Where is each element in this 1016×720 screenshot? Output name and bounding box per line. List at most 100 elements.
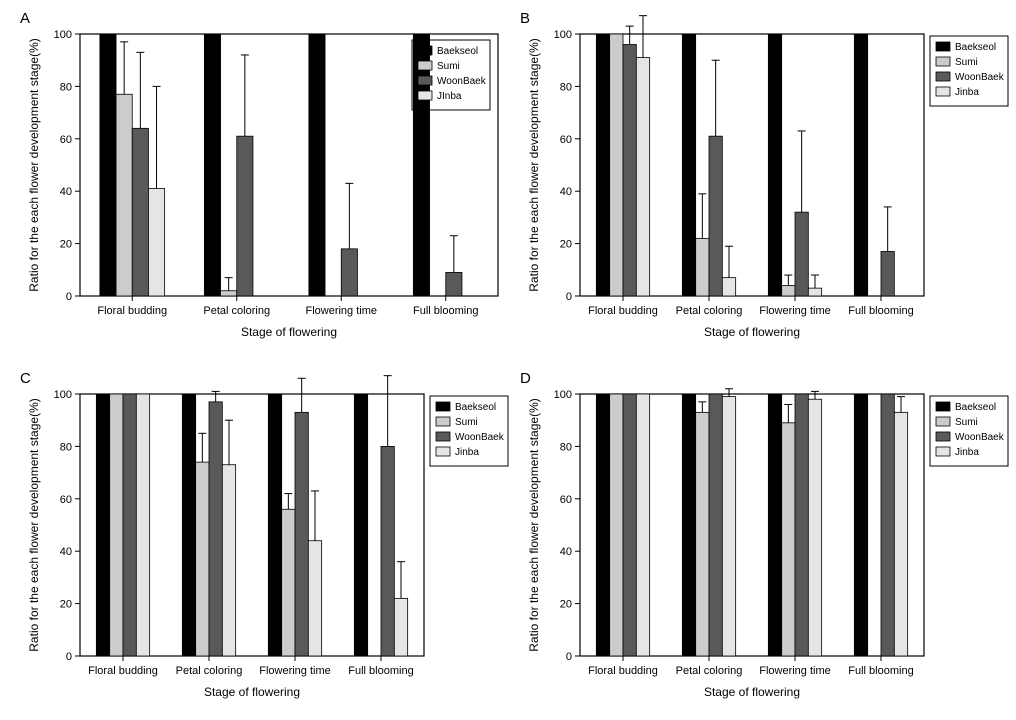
legend-swatch <box>936 57 950 66</box>
panel-b: B 020406080100Ratio for the each flower … <box>520 10 1010 350</box>
svg-text:0: 0 <box>566 291 572 303</box>
svg-text:60: 60 <box>560 134 572 146</box>
chart-a: 020406080100Ratio for the each flower de… <box>20 10 510 350</box>
bar <box>709 136 722 296</box>
legend-swatch <box>436 402 450 411</box>
svg-text:Full blooming: Full blooming <box>848 305 913 317</box>
svg-text:0: 0 <box>66 651 72 663</box>
legend-label: WoonBaek <box>955 72 1005 83</box>
legend-label: JInba <box>437 91 462 102</box>
bar <box>795 212 808 296</box>
legend-swatch <box>418 61 432 70</box>
svg-text:Petal coloring: Petal coloring <box>203 305 270 317</box>
svg-text:Ratio for the each flower deve: Ratio for the each flower development st… <box>527 398 541 651</box>
bar <box>110 394 123 656</box>
svg-text:Petal coloring: Petal coloring <box>676 305 743 317</box>
bar <box>854 394 867 656</box>
svg-text:Stage of flowering: Stage of flowering <box>704 685 800 699</box>
bar <box>282 509 295 656</box>
bar <box>623 394 636 656</box>
legend-swatch <box>936 402 950 411</box>
bar <box>881 394 894 656</box>
legend-label: Baekseol <box>955 42 996 53</box>
legend-swatch <box>936 432 950 441</box>
svg-text:40: 40 <box>60 186 72 198</box>
svg-text:0: 0 <box>66 291 72 303</box>
bar <box>808 288 821 296</box>
svg-text:0: 0 <box>566 651 572 663</box>
bar <box>636 58 649 296</box>
svg-text:40: 40 <box>560 186 572 198</box>
bar <box>610 394 623 656</box>
bar <box>341 249 357 296</box>
bar <box>722 278 735 296</box>
svg-text:Flowering time: Flowering time <box>305 305 377 317</box>
legend-label: Baekseol <box>437 46 478 57</box>
chart-c: 020406080100Ratio for the each flower de… <box>20 370 510 710</box>
bar <box>354 394 367 656</box>
bar <box>795 394 808 656</box>
legend-label: Baekseol <box>455 402 496 413</box>
svg-text:Petal coloring: Petal coloring <box>176 665 243 677</box>
svg-text:Full blooming: Full blooming <box>413 305 478 317</box>
legend-label: Sumi <box>455 417 478 428</box>
bar <box>894 412 907 656</box>
panel-c-label: C <box>20 370 31 387</box>
svg-text:Ratio for the each flower deve: Ratio for the each flower development st… <box>27 398 41 651</box>
bar <box>596 394 609 656</box>
bar <box>782 286 795 296</box>
bar <box>696 238 709 296</box>
bar <box>696 412 709 656</box>
svg-text:80: 80 <box>560 441 572 453</box>
bar <box>209 402 222 656</box>
svg-text:Stage of flowering: Stage of flowering <box>204 685 300 699</box>
bar <box>768 394 781 656</box>
svg-text:Full blooming: Full blooming <box>348 665 413 677</box>
svg-text:Stage of flowering: Stage of flowering <box>241 325 337 339</box>
bar <box>100 34 116 296</box>
chart-b: 020406080100Ratio for the each flower de… <box>520 10 1010 350</box>
svg-text:Flowering time: Flowering time <box>259 665 331 677</box>
svg-text:20: 20 <box>560 239 572 251</box>
svg-text:80: 80 <box>560 81 572 93</box>
svg-text:60: 60 <box>560 494 572 506</box>
panel-c: C 020406080100Ratio for the each flower … <box>20 370 510 710</box>
legend-label: Jinba <box>455 447 479 458</box>
svg-text:20: 20 <box>560 599 572 611</box>
legend-label: Jinba <box>955 447 979 458</box>
svg-text:100: 100 <box>54 29 72 41</box>
svg-text:Full blooming: Full blooming <box>848 665 913 677</box>
legend-swatch <box>936 417 950 426</box>
bar <box>222 465 235 656</box>
legend-swatch <box>936 72 950 81</box>
bar <box>394 598 407 656</box>
bar <box>446 272 462 296</box>
bar <box>221 291 237 296</box>
bar <box>768 34 781 296</box>
svg-text:100: 100 <box>54 389 72 401</box>
legend-label: Jinba <box>955 87 979 98</box>
bar <box>308 541 321 656</box>
bar <box>381 446 394 656</box>
svg-text:20: 20 <box>60 599 72 611</box>
legend-label: Sumi <box>437 61 460 72</box>
panel-b-label: B <box>520 10 530 27</box>
svg-text:Petal coloring: Petal coloring <box>676 665 743 677</box>
bar <box>123 394 136 656</box>
legend-swatch <box>936 87 950 96</box>
bar <box>96 394 109 656</box>
bar <box>268 394 281 656</box>
bar <box>148 189 164 296</box>
legend-swatch <box>936 447 950 456</box>
svg-text:40: 40 <box>560 546 572 558</box>
bar <box>782 423 795 656</box>
bar <box>295 412 308 656</box>
legend-swatch <box>436 432 450 441</box>
legend-label: Sumi <box>955 417 978 428</box>
panel-a-label: A <box>20 10 30 27</box>
svg-text:Flowering time: Flowering time <box>759 305 831 317</box>
bar <box>596 34 609 296</box>
legend-label: WoonBaek <box>437 76 487 87</box>
bar <box>722 397 735 656</box>
svg-text:100: 100 <box>554 389 572 401</box>
